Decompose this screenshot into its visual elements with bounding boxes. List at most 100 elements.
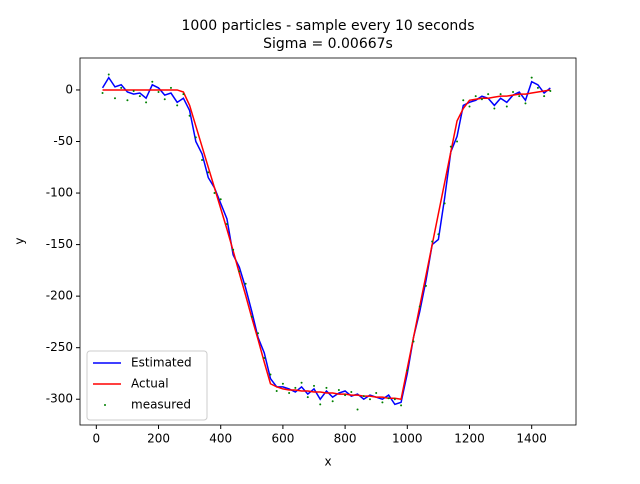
measured-point <box>232 248 235 251</box>
x-tick-label: 1400 <box>516 432 547 446</box>
measured-point <box>207 171 210 174</box>
measured-point <box>325 386 328 389</box>
measured-point <box>443 202 446 205</box>
measured-point <box>368 398 371 401</box>
series-line <box>102 89 551 401</box>
measured-point <box>331 400 334 403</box>
x-tick-label: 600 <box>271 432 294 446</box>
measured-point <box>188 114 191 117</box>
measured-point <box>512 91 515 94</box>
measured-point <box>163 98 166 101</box>
measured-point <box>412 340 415 343</box>
x-tick-label: 200 <box>147 432 170 446</box>
measured-point <box>456 140 459 143</box>
measured-point <box>468 105 471 108</box>
measured-point <box>393 398 396 401</box>
y-axis-label: y <box>13 237 27 244</box>
measured-point <box>138 95 141 98</box>
y-tick-label: -250 <box>46 340 73 354</box>
measured-point <box>194 136 197 139</box>
legend-label: Actual <box>131 377 169 391</box>
measured-point <box>294 386 297 389</box>
measured-point <box>201 159 204 162</box>
measured-point <box>449 145 452 148</box>
measured-point <box>257 332 260 335</box>
measured-point <box>362 395 365 398</box>
legend-marker <box>104 404 106 406</box>
measured-point <box>182 93 185 96</box>
measured-point <box>157 91 160 94</box>
measured-point <box>176 104 179 107</box>
measured-point <box>151 80 154 83</box>
x-tick-label: 1000 <box>392 432 423 446</box>
x-axis-label: x <box>324 455 331 469</box>
measured-point <box>132 89 135 92</box>
measured-point <box>120 86 123 89</box>
y-tick-label: -200 <box>46 289 73 303</box>
measured-point <box>145 101 148 104</box>
measured-point <box>281 382 284 385</box>
measured-point <box>480 98 483 101</box>
measured-point <box>344 394 347 397</box>
measured-point <box>107 73 110 76</box>
measured-point <box>375 392 378 395</box>
measured-point <box>319 403 322 406</box>
measured-point <box>536 86 539 89</box>
measured-point <box>387 397 390 400</box>
measured-point <box>505 105 508 108</box>
chart-subtitle: Sigma = 0.00667s <box>263 36 393 52</box>
measured-point <box>418 305 421 308</box>
measured-point <box>101 92 104 95</box>
measured-point <box>381 401 384 404</box>
x-tick-label: 800 <box>334 432 357 446</box>
measured-point <box>288 392 291 395</box>
measured-point <box>350 391 353 394</box>
measured-point <box>530 76 533 79</box>
measured-point <box>219 198 222 201</box>
measured-point <box>306 396 309 399</box>
measured-point <box>431 240 434 243</box>
measured-point <box>406 369 409 372</box>
measured-point <box>300 381 303 384</box>
measured-point <box>113 97 116 100</box>
measured-point <box>356 408 359 411</box>
measured-point <box>244 282 247 285</box>
measured-point <box>499 93 502 96</box>
measured-point <box>462 99 465 102</box>
measured-point <box>263 356 266 359</box>
measured-point <box>337 388 340 391</box>
x-tick-label: 0 <box>93 432 101 446</box>
legend-box <box>86 350 208 421</box>
measured-point <box>213 192 216 195</box>
y-tick-label: -100 <box>46 186 73 200</box>
measured-point <box>493 107 496 110</box>
measured-point <box>524 102 527 105</box>
plot-frame <box>79 57 577 426</box>
measured-point <box>275 389 278 392</box>
legend-label: Estimated <box>131 356 192 370</box>
measured-point <box>269 373 272 376</box>
measured-point <box>400 404 403 407</box>
measured-point <box>238 270 241 273</box>
measured-point <box>225 222 228 225</box>
y-tick-label: -150 <box>46 237 73 251</box>
x-tick-label: 1200 <box>454 432 485 446</box>
measured-point <box>518 95 521 98</box>
y-tick-label: -50 <box>53 134 73 148</box>
measured-point <box>543 95 546 98</box>
measured-point <box>169 86 172 89</box>
measured-point <box>487 93 490 96</box>
measured-point <box>313 384 316 387</box>
measured-point <box>474 95 477 98</box>
series-line <box>101 76 551 406</box>
measured-point <box>424 284 427 287</box>
measured-point <box>250 315 253 318</box>
y-tick-label: 0 <box>65 82 73 96</box>
measured-point <box>437 233 440 236</box>
chart-title: 1000 particles - sample every 10 seconds <box>182 18 475 34</box>
measured-point <box>549 89 552 92</box>
legend-label: measured <box>131 398 191 412</box>
measured-point <box>126 99 129 102</box>
y-tick-label: -300 <box>46 392 73 406</box>
